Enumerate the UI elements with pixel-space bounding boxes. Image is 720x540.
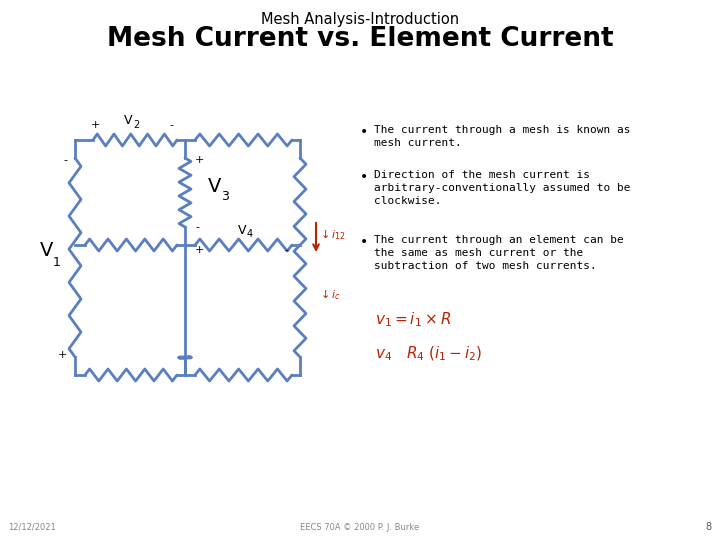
- Text: Direction of the mesh current is
arbitrary-conventionally assumed to be
clockwis: Direction of the mesh current is arbitra…: [374, 170, 631, 206]
- Text: 12/12/2021: 12/12/2021: [8, 523, 55, 532]
- Text: -: -: [284, 245, 288, 255]
- Text: •: •: [360, 170, 368, 184]
- Text: 2: 2: [133, 120, 139, 130]
- Text: 3: 3: [221, 191, 229, 204]
- Text: V: V: [238, 224, 246, 237]
- Text: The current through an element can be
the same as mesh current or the
subtractio: The current through an element can be th…: [374, 235, 624, 272]
- Text: +: +: [195, 155, 204, 165]
- Text: -: -: [63, 155, 67, 165]
- Text: Mesh Current vs. Element Current: Mesh Current vs. Element Current: [107, 26, 613, 52]
- Text: V: V: [40, 240, 54, 260]
- Text: •: •: [360, 125, 368, 139]
- Text: V: V: [208, 178, 222, 197]
- Text: 1: 1: [53, 255, 61, 268]
- Text: +: +: [58, 350, 67, 360]
- Text: 8: 8: [706, 522, 712, 532]
- Text: +: +: [90, 120, 99, 130]
- Text: 4: 4: [247, 229, 253, 239]
- Text: V: V: [124, 114, 132, 127]
- Text: Mesh Analysis-Introduction: Mesh Analysis-Introduction: [261, 12, 459, 27]
- Text: -: -: [169, 120, 173, 130]
- Text: $\downarrow i_{12}$: $\downarrow i_{12}$: [318, 227, 346, 242]
- Text: -: -: [195, 222, 199, 232]
- Text: $v_4 \quad R_4\;(i_1 - i_2)$: $v_4 \quad R_4\;(i_1 - i_2)$: [375, 345, 482, 363]
- Text: The current through a mesh is known as
mesh current.: The current through a mesh is known as m…: [374, 125, 631, 148]
- Text: +: +: [195, 245, 204, 255]
- Text: •: •: [360, 235, 368, 249]
- Text: $v_1 = i_1 \times R$: $v_1 = i_1 \times R$: [375, 310, 451, 329]
- Text: EECS 70A © 2000 P. J. Burke: EECS 70A © 2000 P. J. Burke: [300, 523, 420, 532]
- Text: $\downarrow i_c$: $\downarrow i_c$: [318, 288, 341, 302]
